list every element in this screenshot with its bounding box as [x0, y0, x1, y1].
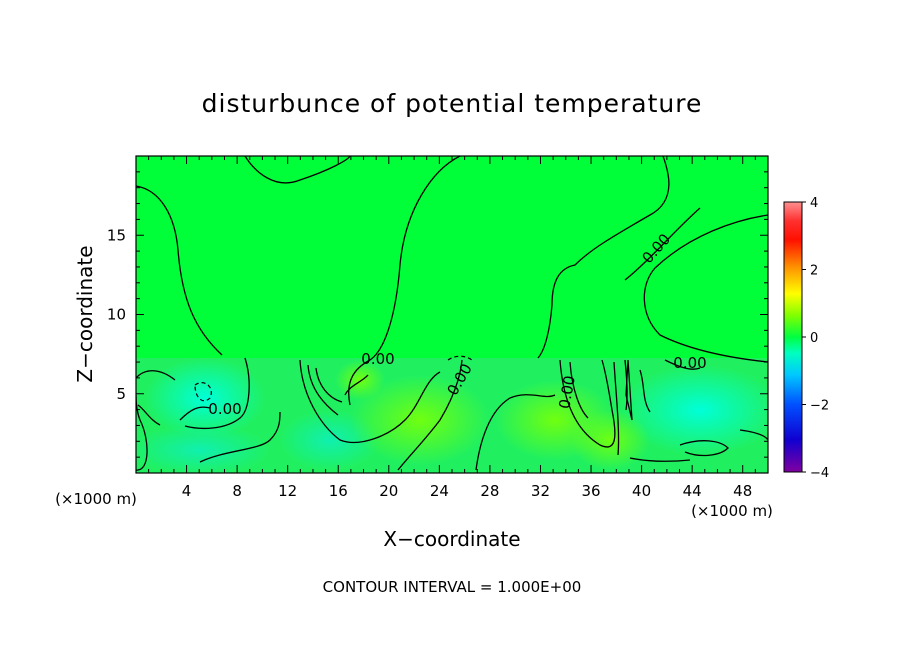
x-tick-label: 16 [329, 482, 348, 500]
x-tick-label: 20 [379, 482, 398, 500]
y-tick-label: 5 [116, 385, 126, 403]
x-axis-unit-left: (×1000 m) [55, 490, 137, 508]
y-tick-label: 15 [107, 226, 126, 244]
contour-label: 0.00 [555, 374, 579, 410]
colorbar-tick-label: 4 [810, 196, 818, 211]
x-tick-label: 4 [182, 482, 192, 500]
contour-label: 0.00 [208, 400, 241, 418]
cool-region-left [145, 358, 265, 438]
colorbar-tick-label: 2 [810, 264, 818, 279]
colorbar-tick-label: −2 [810, 399, 829, 414]
colorbar-tick-label: 0 [810, 331, 818, 346]
warm-region-mid [350, 375, 490, 465]
x-tick-label: 28 [480, 482, 499, 500]
colorbar-tick-label: −4 [810, 466, 829, 481]
x-axis-unit-right: (×1000 m) [691, 502, 773, 520]
x-axis-ticks: 4 8 12 16 20 24 28 32 36 40 44 48 [135, 156, 769, 500]
x-tick-label: 36 [581, 482, 600, 500]
y-axis-ticks: 5 10 15 [107, 155, 768, 474]
x-tick-label: 48 [733, 482, 752, 500]
warm-region-plume [335, 360, 385, 400]
x-tick-label: 8 [232, 482, 242, 500]
cool-region-bottom-left [136, 425, 270, 473]
x-tick-label: 44 [683, 482, 702, 500]
x-tick-label: 32 [531, 482, 550, 500]
x-tick-label: 40 [632, 482, 651, 500]
warm-region-right [570, 410, 650, 470]
colorbar-ticks: −4 −2 0 2 4 [802, 196, 829, 481]
chart-title: disturbunce of potential temperature [202, 89, 703, 118]
x-axis-label: X−coordinate [383, 527, 520, 551]
contour-lines [136, 156, 768, 471]
x-tick-label: 12 [278, 482, 297, 500]
colorbar-gradient [783, 201, 803, 473]
contour-label: 0.00 [361, 350, 394, 368]
y-tick-label: 10 [107, 306, 126, 324]
heatmap-field: 0.00 0.00 0.00 0.00 0.00 0.00 [136, 156, 768, 473]
x-tick-label: 24 [430, 482, 449, 500]
cool-region-right [620, 365, 768, 455]
colorbar: −4 −2 0 2 4 [783, 196, 829, 481]
y-axis-label: Z−coordinate [73, 245, 97, 382]
contour-label: 0.00 [673, 354, 706, 372]
contour-interval-note: CONTOUR INTERVAL = 1.000E+00 [323, 578, 582, 596]
